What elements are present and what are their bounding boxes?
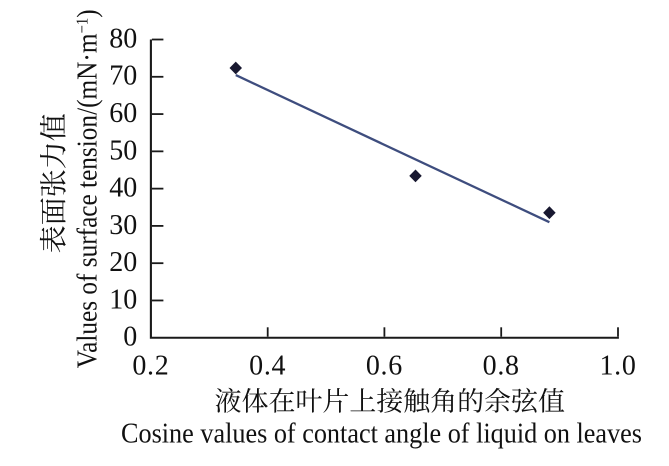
svg-text:50: 50 — [109, 135, 137, 166]
svg-text:40: 40 — [109, 173, 137, 204]
svg-text:10: 10 — [109, 284, 137, 315]
svg-text:0: 0 — [123, 322, 137, 353]
svg-text:Cosine values of contact angle: Cosine values of contact angle of liquid… — [121, 417, 642, 449]
svg-text:Values of surface tension/(mN·: Values of surface tension/(mN·m−1) — [72, 9, 104, 368]
svg-text:0.4: 0.4 — [249, 351, 286, 382]
svg-text:0.8: 0.8 — [483, 351, 520, 382]
svg-text:1.0: 1.0 — [599, 351, 636, 382]
svg-text:60: 60 — [109, 98, 137, 129]
svg-text:30: 30 — [109, 210, 137, 241]
svg-text:70: 70 — [109, 61, 137, 92]
svg-text:80: 80 — [109, 23, 137, 54]
svg-text:0.2: 0.2 — [132, 351, 169, 382]
svg-text:20: 20 — [109, 247, 137, 278]
svg-text:0.6: 0.6 — [366, 351, 403, 382]
